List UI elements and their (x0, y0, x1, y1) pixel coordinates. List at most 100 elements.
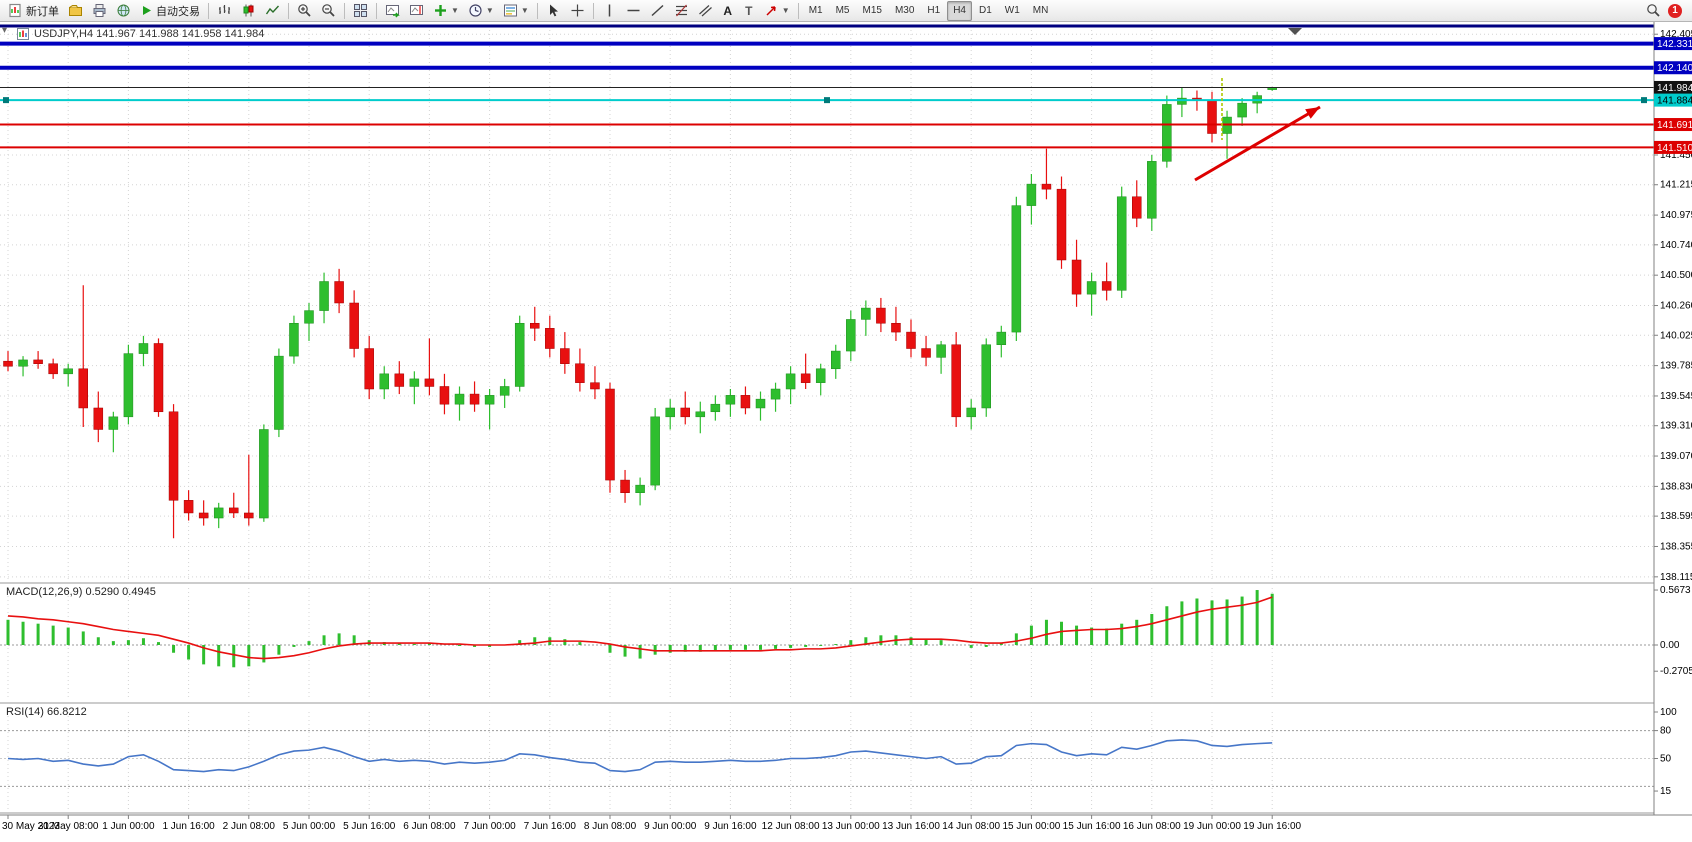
time-label: 6 Jun 08:00 (403, 821, 456, 832)
toolbar-separator (797, 2, 799, 19)
zoom-in-icon (298, 4, 311, 17)
snapshot-button[interactable] (112, 1, 135, 21)
text-label-button[interactable]: T (739, 1, 759, 21)
fibonacci-button[interactable] (670, 1, 693, 21)
arrows-button[interactable]: ▼ (760, 1, 794, 21)
chart-window-icon (17, 28, 29, 40)
timeframe-m30-button[interactable]: M30 (889, 1, 920, 21)
chart-shift-button[interactable] (405, 1, 428, 21)
price-tick-label: 138.355 (1660, 541, 1692, 552)
timeframe-m15-button[interactable]: M15 (857, 1, 888, 21)
price-axis[interactable]: 142.405 141.450 141.215 140.975 140.740 140.5… (1653, 22, 1692, 815)
price-line-label: 142.331 (1657, 39, 1692, 50)
text-button[interactable]: A (718, 1, 738, 21)
auto-scroll-button[interactable] (381, 1, 404, 21)
timeframe-m1-button[interactable]: M1 (803, 1, 829, 21)
time-label: 9 Jun 00:00 (644, 821, 697, 832)
search-button[interactable] (1642, 1, 1665, 21)
zoom-out-icon (322, 4, 335, 17)
price-line-label: 141.510 (1657, 143, 1692, 154)
arrow-object-icon (766, 6, 776, 16)
notification-badge[interactable]: 1 (1668, 3, 1682, 18)
trendline-icon (651, 4, 664, 17)
trend-arrow-head (1305, 107, 1320, 119)
candles-chart-icon (243, 4, 254, 17)
time-label: 19 Jun 00:00 (1183, 821, 1241, 832)
globe-icon (117, 4, 130, 17)
chart-background (0, 22, 1692, 842)
toolbar-separator (376, 2, 377, 19)
trendline-button[interactable] (646, 1, 669, 21)
chevron-down-icon: ▼ (520, 5, 529, 15)
profiles-button[interactable] (64, 1, 87, 21)
auto-trading-button[interactable]: 自动交易 (136, 1, 204, 21)
fibonacci-icon (675, 4, 687, 17)
zoom-out-button[interactable] (317, 1, 340, 21)
vertical-line-icon (608, 4, 611, 17)
time-label: 13 Jun 16:00 (882, 821, 940, 832)
timeframe-m5-button[interactable]: M5 (830, 1, 856, 21)
toolbar-separator (288, 2, 289, 19)
time-label: 13 Jun 00:00 (822, 821, 880, 832)
timeframe-d1-button[interactable]: D1 (973, 1, 998, 21)
zoom-in-button[interactable] (293, 1, 316, 21)
time-label: 16 Jun 08:00 (1123, 821, 1181, 832)
rsi-axis-label: 80 (1660, 726, 1672, 737)
line-selection-handle[interactable] (824, 97, 830, 104)
chart-shift-marker[interactable] (1288, 28, 1302, 35)
macd-signal-line (7, 596, 1273, 660)
crosshair-button[interactable] (566, 1, 589, 21)
macd-panel (0, 590, 1654, 668)
timeframe-h4-button[interactable]: H4 (947, 0, 972, 21)
line-selection-handle[interactable] (3, 97, 9, 104)
chevron-down-icon: ▼ (485, 5, 494, 15)
time-label: 31 May 08:00 (38, 821, 99, 832)
time-label: 12 Jun 08:00 (762, 821, 820, 832)
chart-window[interactable]: 142.405 141.450 141.215 140.975 140.740 140.5… (0, 22, 1692, 842)
price-tick-label: 141.450 (1660, 150, 1692, 161)
toolbar-separator (592, 2, 594, 19)
rsi-axis-label: 15 (1660, 786, 1672, 797)
print-icon (93, 4, 106, 17)
price-tick-label: 141.215 (1660, 180, 1692, 191)
one-click-trading-toggle[interactable]: ▾ (2, 25, 8, 36)
symbol-ohlc-text: USDJPY,H4 141.967 141.988 141.958 141.98… (34, 28, 265, 40)
price-tick-label: 140.500 (1660, 270, 1692, 281)
chart-candles-button[interactable] (237, 1, 260, 21)
price-line-label: 142.140 (1657, 63, 1692, 74)
tile-windows-button[interactable] (349, 1, 372, 21)
price-tick-label: 138.595 (1660, 511, 1692, 522)
time-label: 5 Jun 00:00 (283, 821, 336, 832)
indicators-button[interactable]: ▼ (429, 1, 463, 21)
vertical-line-button[interactable] (598, 1, 621, 21)
timeframe-mn-button[interactable]: MN (1027, 1, 1055, 21)
bars-chart-icon (219, 5, 230, 14)
time-label: 7 Jun 16:00 (524, 821, 577, 832)
tile-windows-icon (354, 4, 367, 17)
price-tick-label: 139.785 (1660, 361, 1692, 372)
timeframe-w1-button[interactable]: W1 (999, 1, 1026, 21)
chart-line-button[interactable] (261, 1, 284, 21)
channel-button[interactable] (694, 1, 717, 21)
templates-button[interactable]: ▼ (499, 1, 533, 21)
auto-scroll-icon (386, 5, 400, 18)
line-selection-handle[interactable] (1641, 97, 1647, 104)
horizontal-lines (0, 24, 1654, 149)
new-order-label: 新订单 (26, 5, 59, 18)
rsi-axis-label: 50 (1660, 754, 1672, 765)
chart-canvas[interactable]: 142.405 141.450 141.215 140.975 140.740 140.5… (0, 22, 1692, 842)
cursor-button[interactable] (542, 1, 565, 21)
toolbar-separator (208, 2, 209, 19)
periods-button[interactable]: ▼ (464, 1, 498, 21)
timeframe-h1-button[interactable]: H1 (921, 1, 946, 21)
line-chart-icon (265, 5, 280, 15)
time-label: 30 May 2023 (2, 821, 60, 832)
auto-trading-label: 自动交易 (156, 5, 200, 18)
trend-arrow[interactable] (1194, 105, 1321, 182)
chart-bars-button[interactable] (213, 1, 236, 21)
new-order-button[interactable]: 新订单 (4, 1, 63, 21)
horizontal-line-button[interactable] (622, 1, 645, 21)
print-button[interactable] (88, 1, 111, 21)
time-label: 19 Jun 16:00 (1243, 821, 1301, 832)
